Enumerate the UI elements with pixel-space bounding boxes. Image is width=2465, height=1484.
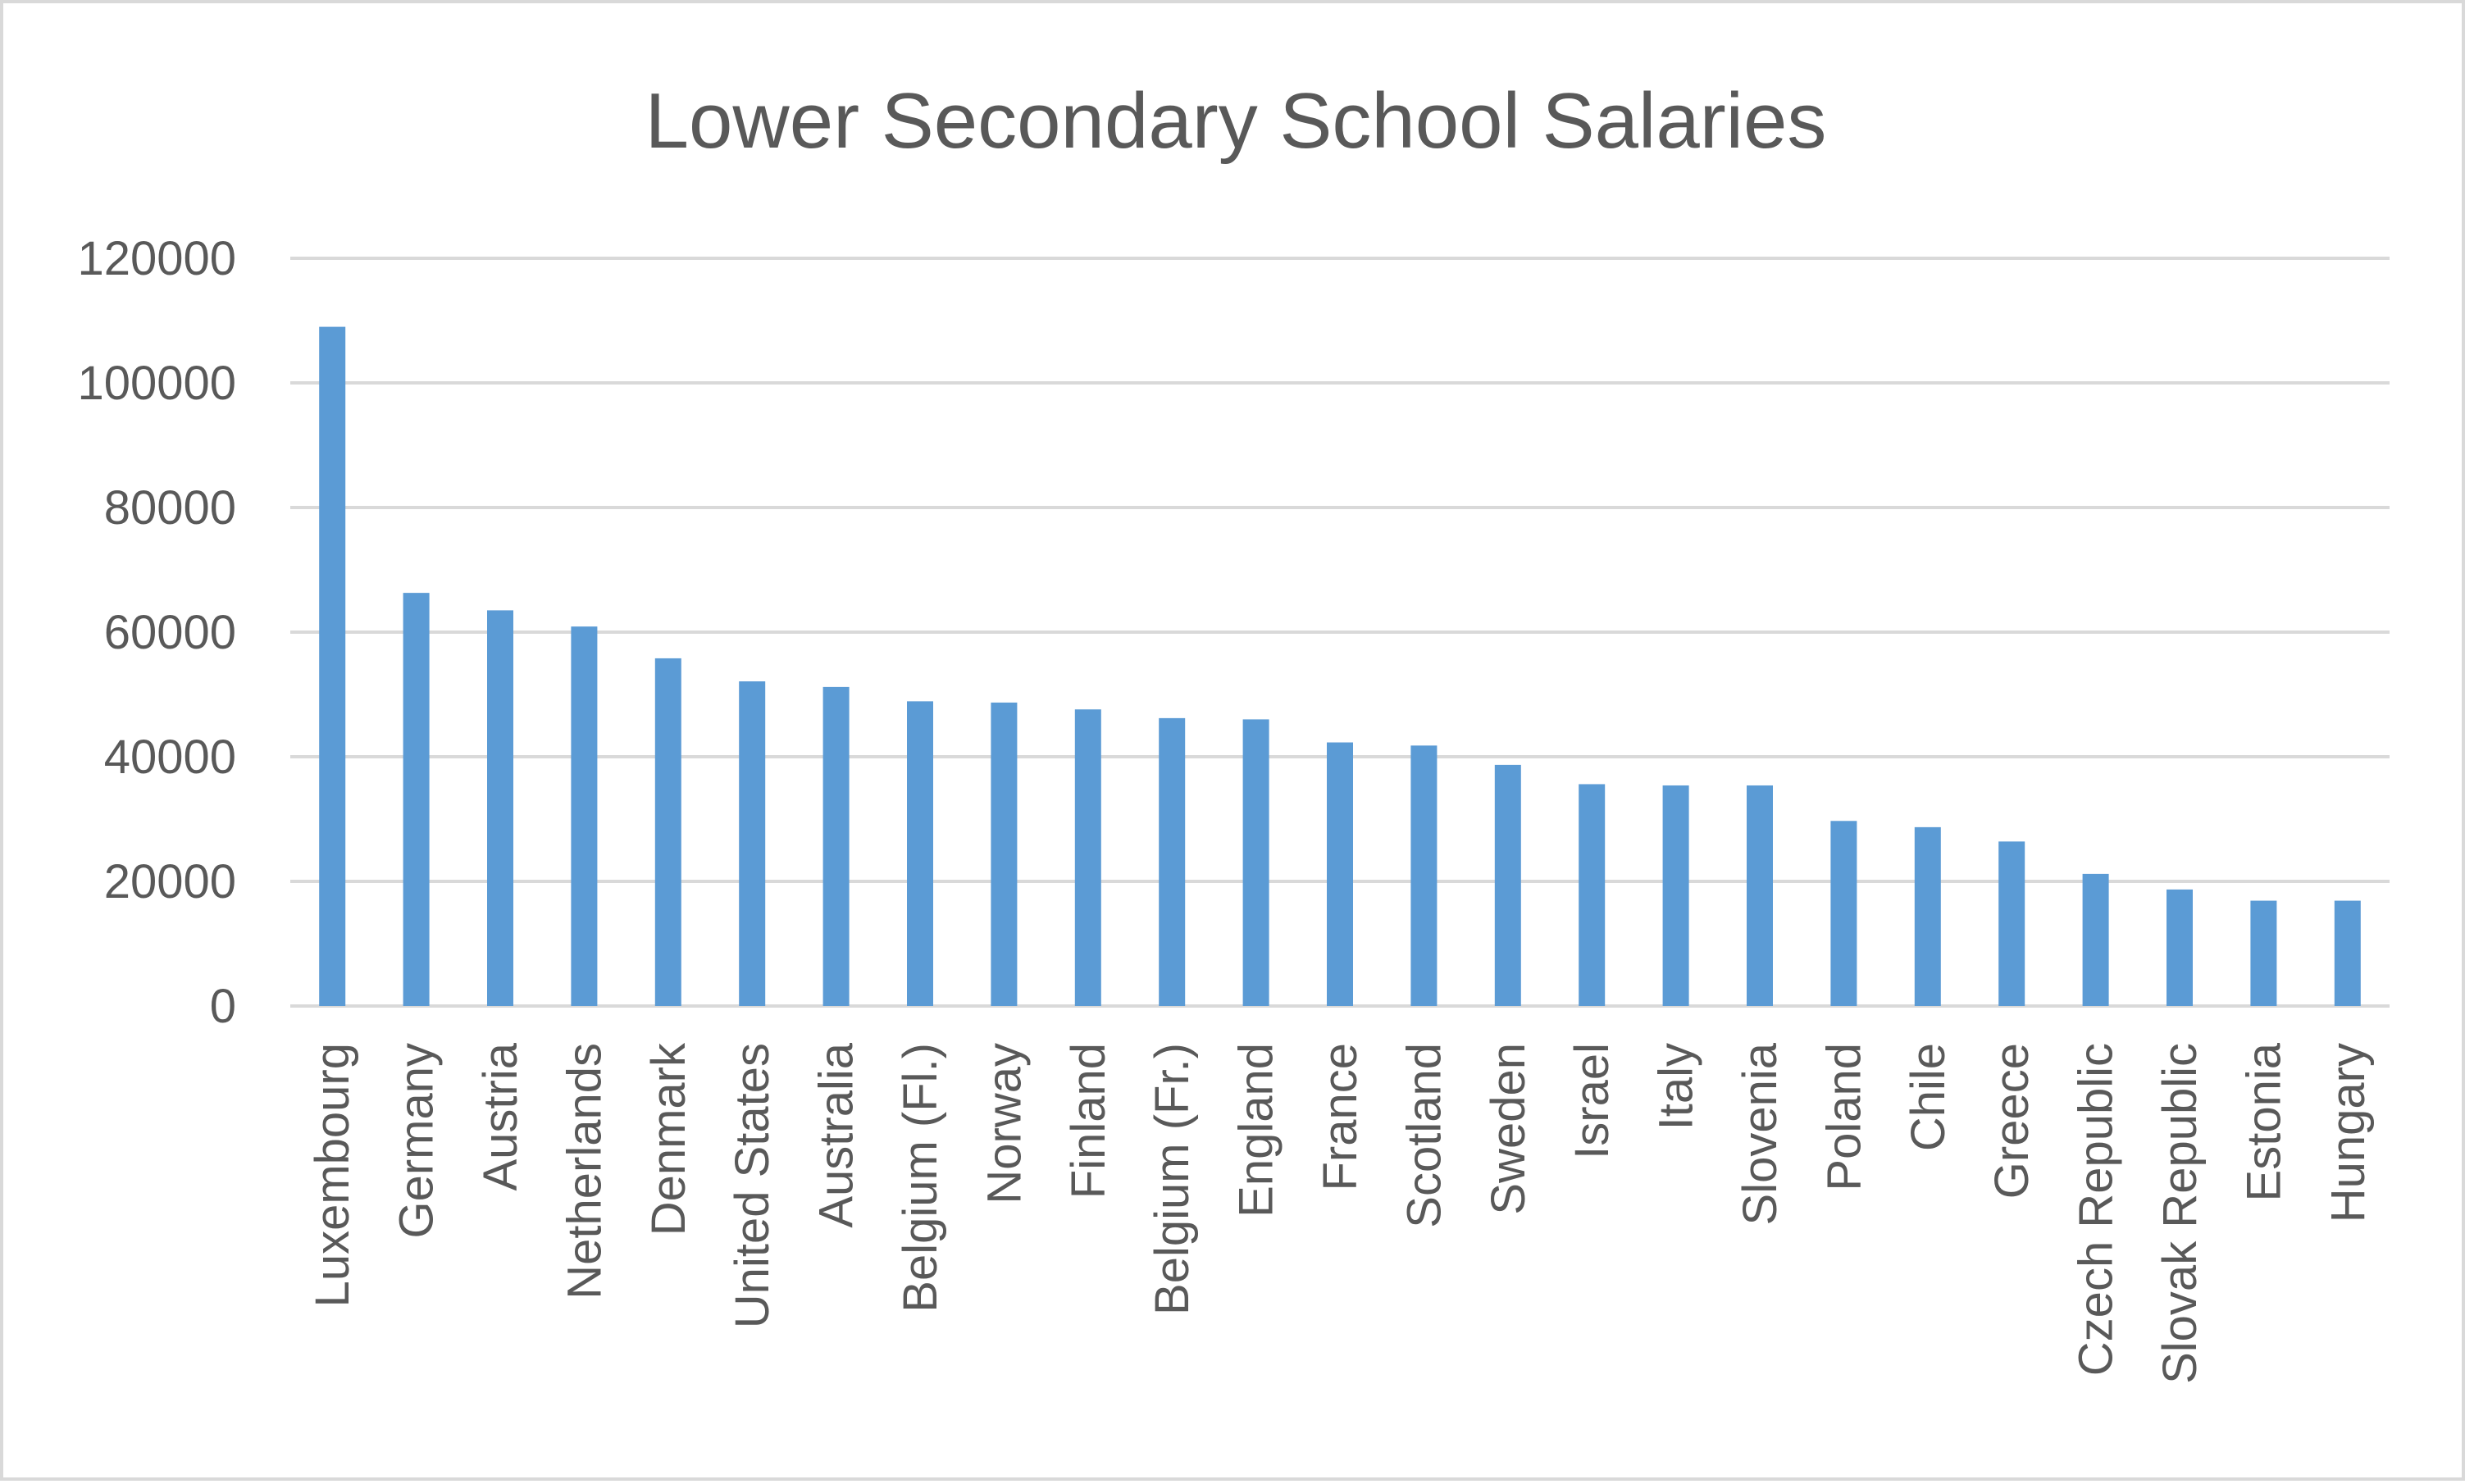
bar (1662, 785, 1689, 1006)
bar (1159, 717, 1186, 1006)
chart-title: Lower Secondary School Salaries (645, 77, 1827, 165)
x-category-label: Slovenia (1734, 1042, 1787, 1225)
bar (1747, 785, 1773, 1006)
bar (2082, 873, 2109, 1006)
x-category-label: Australia (810, 1042, 863, 1227)
x-category-label: Israel (1565, 1043, 1619, 1159)
bar (1494, 764, 1521, 1006)
bar (403, 593, 430, 1006)
bar (1579, 784, 1606, 1006)
x-category-label: United States (726, 1043, 779, 1328)
x-category-label: Poland (1817, 1043, 1870, 1191)
bar (1327, 742, 1353, 1006)
x-category-label: Estonia (2237, 1042, 2290, 1201)
x-category-label: England (1230, 1043, 1283, 1218)
x-category-label: Hungary (2321, 1043, 2375, 1222)
y-tick-label: 40000 (104, 731, 236, 784)
bar (822, 686, 850, 1006)
bars (319, 326, 2361, 1007)
bar-chart: Lower Secondary School Salaries 0 20000 40… (77, 77, 2390, 1384)
x-category-label: Czech Republic (2070, 1043, 2123, 1376)
x-category-label: Scotland (1397, 1043, 1451, 1228)
y-tick-label: 80000 (104, 481, 236, 535)
x-category-label: Netherlands (558, 1043, 611, 1300)
x-category-label: Greece (1985, 1043, 2039, 1199)
x-category-label: Finland (1062, 1043, 1115, 1199)
bar (2334, 900, 2361, 1006)
y-tick-label: 20000 (104, 855, 236, 908)
bar (1242, 719, 1269, 1006)
x-category-label: Luxembourg (306, 1043, 359, 1307)
bar (2167, 889, 2193, 1006)
bar (487, 610, 513, 1006)
x-category-label: France (1314, 1043, 1367, 1191)
bar (1074, 709, 1101, 1006)
y-tick-label: 120000 (77, 232, 236, 285)
bar (319, 326, 346, 1007)
bar (571, 626, 598, 1006)
y-tick-label: 0 (210, 980, 236, 1033)
x-axis-category-labels: Luxembourg Germany Austria Netherlands Denma… (306, 1042, 2375, 1384)
x-category-label: Germany (390, 1043, 444, 1239)
bar (2250, 900, 2277, 1006)
x-category-label: Austria (474, 1042, 527, 1190)
x-category-label: Sweden (1482, 1043, 1535, 1215)
bar (1830, 821, 1857, 1006)
y-tick-label: 100000 (77, 357, 236, 410)
bar (991, 702, 1018, 1006)
x-category-label: Belgium (Fr.) (1146, 1043, 1199, 1315)
x-category-label: Belgium (Fl.) (894, 1043, 947, 1313)
x-category-label: Denmark (642, 1042, 695, 1236)
bar (654, 658, 681, 1006)
x-category-label: Chile (1902, 1043, 1955, 1151)
x-category-label: Italy (1650, 1043, 1703, 1130)
bar (1998, 841, 2025, 1006)
x-category-label: Norway (977, 1043, 1031, 1204)
bar (739, 681, 766, 1006)
bar (907, 701, 933, 1006)
y-axis-tick-labels: 0 20000 40000 60000 80000 100000 120000 (77, 232, 236, 1033)
bar (1410, 745, 1438, 1006)
x-category-label: Slovak Republic (2153, 1043, 2207, 1384)
bar (1914, 826, 1941, 1006)
y-tick-label: 60000 (104, 606, 236, 659)
